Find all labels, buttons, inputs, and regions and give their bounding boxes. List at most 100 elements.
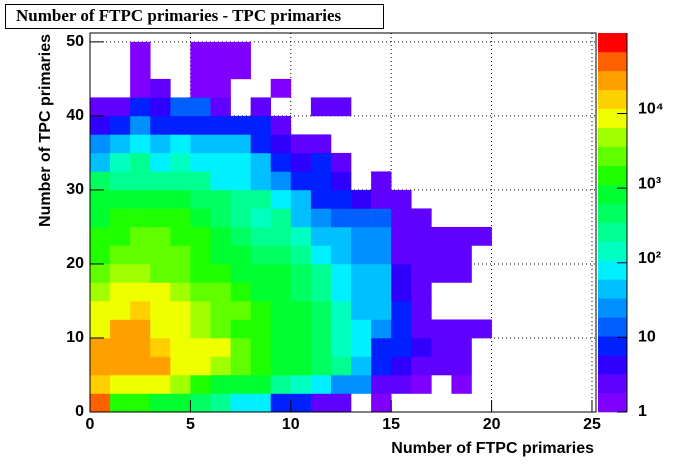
heatmap-cell: [130, 393, 151, 413]
heatmap-cell: [471, 226, 492, 246]
y-axis-label: Number of TPC primaries: [37, 34, 54, 227]
y-tick-label: 40: [66, 107, 84, 124]
heatmap-cell: [411, 319, 432, 339]
heatmap-cell: [250, 319, 272, 339]
heatmap-cell: [290, 356, 312, 376]
heatmap-cell: [110, 374, 131, 394]
color-band: [598, 222, 627, 242]
heatmap-cell: [110, 97, 131, 117]
heatmap-cell: [270, 300, 292, 320]
heatmap-cell: [90, 208, 111, 228]
heatmap-cell: [290, 393, 312, 413]
heatmap-cell: [270, 356, 292, 376]
heatmap-cell: [110, 282, 131, 302]
heatmap-cell: [150, 189, 171, 209]
color-band: [598, 108, 627, 129]
heatmap-cell: [250, 152, 272, 172]
heatmap-cell: [330, 393, 352, 413]
heatmap-cell: [330, 152, 352, 172]
heatmap-cell: [90, 374, 111, 394]
heatmap-cell: [170, 171, 191, 191]
z-tick-label: 1: [638, 403, 647, 420]
heatmap-cell: [330, 282, 352, 302]
heatmap-cell: [371, 226, 392, 246]
heatmap-cell: [351, 337, 372, 357]
heatmap-cell: [130, 78, 151, 98]
heatmap-cell: [130, 134, 151, 154]
heatmap-cell: [310, 282, 332, 302]
heatmap-cell: [250, 97, 272, 117]
heatmap-cell: [290, 152, 312, 172]
heatmap-cell: [230, 226, 251, 246]
heatmap-cell: [190, 115, 211, 135]
heatmap-cell: [330, 374, 352, 394]
heatmap-cell: [250, 300, 272, 320]
heatmap-cell: [270, 374, 292, 394]
heatmap-cell: [90, 97, 111, 117]
heatmap-cell: [90, 282, 111, 302]
heatmap-cell: [391, 300, 412, 320]
heatmap-cell: [230, 319, 251, 339]
color-band: [598, 241, 627, 261]
heatmap-cell: [170, 300, 191, 320]
heatmap-cell: [90, 300, 111, 320]
x-tick-label: 25: [583, 416, 601, 433]
heatmap-cell: [330, 356, 352, 376]
color-band: [598, 203, 627, 223]
heatmap-cell: [270, 208, 292, 228]
color-band: [598, 298, 627, 318]
heatmap-cell: [230, 356, 251, 376]
heatmap-cell: [190, 152, 211, 172]
heatmap-cell: [351, 282, 372, 302]
heatmap-cell: [310, 134, 332, 154]
heatmap-cell: [290, 134, 312, 154]
heatmap-cell: [310, 152, 332, 172]
color-band: [598, 127, 627, 147]
heatmap-cell: [310, 356, 332, 376]
heatmap-cell: [110, 300, 131, 320]
heatmap-cell: [170, 189, 191, 209]
heatmap-cell: [310, 189, 332, 209]
heatmap-cell: [210, 393, 231, 413]
heatmap-cell: [230, 208, 251, 228]
heatmap-cell: [230, 134, 251, 154]
heatmap-cell: [411, 374, 432, 394]
heatmap-cell: [431, 337, 452, 357]
heatmap-cell: [90, 226, 111, 246]
heatmap-cell: [210, 300, 231, 320]
heatmap-cell: [431, 356, 452, 376]
heatmap-cell: [270, 134, 292, 154]
heatmap-cell: [110, 189, 131, 209]
color-band: [598, 355, 627, 375]
heatmap-cell: [210, 226, 231, 246]
heatmap-cell: [371, 319, 392, 339]
heatmap-cell: [210, 356, 231, 376]
heatmap-cell: [230, 263, 251, 283]
heatmap-cell: [210, 208, 231, 228]
heatmap-cell: [190, 97, 211, 117]
heatmap-cell: [110, 171, 131, 191]
heatmap-cell: [310, 337, 332, 357]
heatmap-cell: [170, 374, 191, 394]
heatmap-cell: [290, 319, 312, 339]
heatmap-cell: [451, 356, 472, 376]
heatmap-cell: [250, 245, 272, 265]
heatmap-cell: [190, 337, 211, 357]
heatmap-cell: [90, 134, 111, 154]
heatmap-cell: [330, 245, 352, 265]
heatmap-cell: [431, 226, 452, 246]
heatmap-cell: [270, 78, 292, 98]
heatmap-cell: [371, 263, 392, 283]
heatmap-cell: [190, 393, 211, 413]
heatmap-cell: [411, 356, 432, 376]
heatmap-cell: [351, 245, 372, 265]
heatmap-cell: [110, 226, 131, 246]
heatmap-cell: [130, 245, 151, 265]
x-tick-label: 0: [86, 416, 95, 433]
heatmap-cell: [431, 245, 452, 265]
heatmap-cell: [130, 208, 151, 228]
heatmap-cell: [190, 171, 211, 191]
heatmap-cell: [351, 319, 372, 339]
heatmap-cell: [411, 263, 432, 283]
heatmap-cell: [250, 115, 272, 135]
